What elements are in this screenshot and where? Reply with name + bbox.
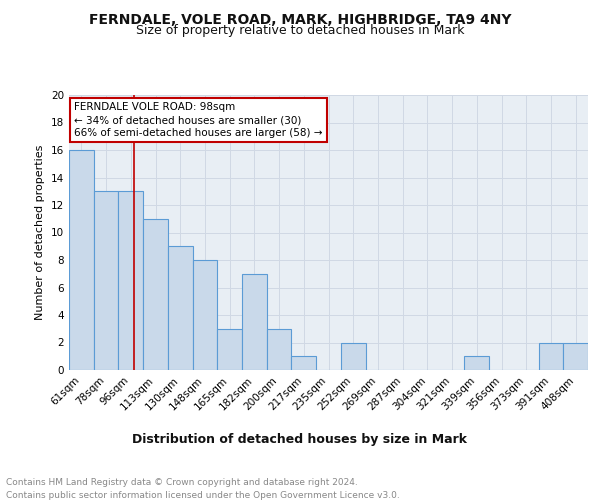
Bar bbox=[118, 191, 143, 370]
Bar bbox=[217, 329, 242, 370]
Text: FERNDALE VOLE ROAD: 98sqm
← 34% of detached houses are smaller (30)
66% of semi-: FERNDALE VOLE ROAD: 98sqm ← 34% of detac… bbox=[74, 102, 323, 139]
Bar bbox=[292, 356, 316, 370]
Bar bbox=[341, 342, 365, 370]
Bar bbox=[94, 191, 118, 370]
Bar bbox=[168, 246, 193, 370]
Bar bbox=[242, 274, 267, 370]
Text: FERNDALE, VOLE ROAD, MARK, HIGHBRIDGE, TA9 4NY: FERNDALE, VOLE ROAD, MARK, HIGHBRIDGE, T… bbox=[89, 12, 511, 26]
Bar bbox=[539, 342, 563, 370]
Bar bbox=[267, 329, 292, 370]
Text: Size of property relative to detached houses in Mark: Size of property relative to detached ho… bbox=[136, 24, 464, 37]
Bar bbox=[563, 342, 588, 370]
Y-axis label: Number of detached properties: Number of detached properties bbox=[35, 145, 46, 320]
Bar bbox=[69, 150, 94, 370]
Bar bbox=[143, 219, 168, 370]
Bar bbox=[464, 356, 489, 370]
Text: Distribution of detached houses by size in Mark: Distribution of detached houses by size … bbox=[133, 432, 467, 446]
Bar bbox=[193, 260, 217, 370]
Text: Contains HM Land Registry data © Crown copyright and database right 2024.
Contai: Contains HM Land Registry data © Crown c… bbox=[6, 478, 400, 500]
